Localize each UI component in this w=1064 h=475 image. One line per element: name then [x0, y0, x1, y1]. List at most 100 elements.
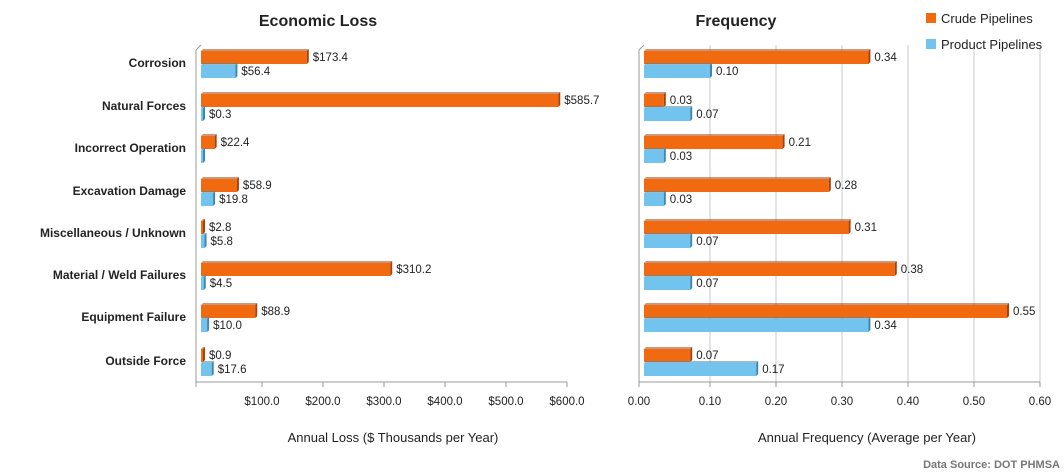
bar-side: [868, 49, 871, 64]
bar-face: [201, 319, 208, 332]
bar-side: [782, 134, 785, 149]
category-label-miscellaneous-unknown: Miscellaneous / Unknown: [40, 226, 186, 240]
x-tick-label: 0.20: [765, 396, 787, 408]
bar-crude-incorrect-operation: [644, 134, 785, 149]
bar-top: [644, 233, 693, 235]
bar-side: [203, 148, 205, 163]
bar-top: [644, 261, 897, 263]
data-label-crude: 0.38: [901, 264, 923, 276]
bar-side: [848, 219, 851, 234]
data-label-crude: 0.31: [855, 222, 877, 234]
bar-top: [644, 191, 666, 193]
x-tick-label: $300.0: [366, 396, 401, 408]
source-note: Data Source: DOT PHMSA: [923, 459, 1060, 471]
bar-top: [201, 134, 217, 136]
bar-face: [644, 305, 1007, 318]
bar-side: [203, 219, 205, 234]
axis-depth-edge: [195, 44, 202, 51]
bar-side: [203, 106, 205, 121]
bar-side: [203, 347, 205, 362]
bar-product-incorrect-operation: [644, 148, 666, 163]
data-label-product: 0.03: [670, 194, 692, 206]
bar-top: [201, 361, 214, 363]
bar-top: [644, 347, 693, 349]
data-label-product: $0.3: [209, 109, 231, 121]
data-label-crude: $173.4: [313, 52, 349, 64]
bar-face: [644, 136, 783, 149]
bar-side: [894, 261, 897, 276]
bar-product-excavation-damage: [201, 191, 216, 206]
category-label-natural-forces: Natural Forces: [102, 99, 186, 113]
data-label-crude: $310.2: [396, 264, 431, 276]
bar-crude-excavation-damage: [644, 177, 831, 192]
bar-top: [644, 317, 871, 319]
bar-crude-natural-forces: [201, 92, 561, 107]
bar-side: [214, 134, 217, 149]
x-tick-label: 0.00: [628, 396, 650, 408]
bar-face: [201, 193, 214, 206]
bar-product-miscellaneous-unknown: [644, 233, 693, 248]
bar-product-corrosion: [644, 63, 712, 78]
x-tick-label: $500.0: [488, 396, 523, 408]
bar-face: [201, 136, 215, 149]
bar-face: [644, 108, 691, 121]
bar-crude-equipment-failure: [201, 303, 258, 318]
bar-face: [644, 221, 849, 234]
bar-crude-corrosion: [644, 49, 871, 64]
data-label-product: $10.0: [213, 320, 242, 332]
bar-top: [201, 219, 205, 221]
x-tick-label: 0.10: [699, 396, 721, 408]
bar-face: [644, 51, 869, 64]
data-label-product: 0.07: [696, 236, 718, 248]
x-tick-label: $100.0: [244, 396, 279, 408]
x-tick-label: $400.0: [427, 396, 462, 408]
bar-top: [201, 275, 206, 277]
bar-side: [203, 275, 206, 290]
bar-top: [644, 177, 831, 179]
bar-face: [201, 263, 391, 276]
bar-side: [236, 177, 239, 192]
chart-title: Economic Loss: [259, 13, 377, 30]
bar-side: [207, 317, 210, 332]
legend-label-product: Product Pipelines: [941, 37, 1043, 52]
bar-side: [663, 92, 666, 107]
bar-crude-material-weld-failures: [201, 261, 393, 276]
economic-loss-chart: Economic Loss $100.0 $200.0 $300.0 $400.0 $50…: [40, 13, 599, 445]
bar-face: [201, 150, 203, 163]
data-label-crude: 0.34: [874, 52, 897, 64]
bar-face: [201, 51, 307, 64]
bar-top: [644, 134, 785, 136]
category-label-outside-force: Outside Force: [105, 354, 186, 368]
bar-top: [201, 303, 258, 305]
bar-product-outside-force: [644, 361, 759, 376]
category-label-incorrect-operation: Incorrect Operation: [75, 141, 186, 155]
bar-product-corrosion: [201, 63, 238, 78]
x-axis-label: Annual Loss ($ Thousands per Year): [288, 430, 499, 445]
data-label-crude: 0.55: [1013, 306, 1035, 318]
x-tick-label: $200.0: [305, 396, 340, 408]
frequency-chart: Frequency 0.00 0.10 0.20 0.30 0.40 0.50 0.60 Ann…: [628, 13, 1051, 445]
bar-face: [201, 235, 205, 248]
data-label-crude: $0.9: [209, 350, 231, 362]
bar-side: [204, 233, 207, 248]
bar-top: [644, 303, 1009, 305]
bar-top: [644, 361, 759, 363]
bar-product-material-weld-failures: [644, 275, 693, 290]
bar-product-equipment-failure: [201, 317, 210, 332]
bar-face: [201, 363, 212, 376]
bar-product-miscellaneous-unknown: [201, 233, 207, 248]
bar-face: [644, 65, 710, 78]
bar-face: [201, 349, 203, 362]
bar-side: [690, 233, 693, 248]
bar-top: [201, 177, 239, 179]
bar-side: [235, 63, 238, 78]
data-label-crude: $2.8: [209, 222, 231, 234]
data-label-product: 0.07: [696, 109, 718, 121]
legend-label-crude: Crude Pipelines: [941, 11, 1033, 26]
bar-side: [710, 63, 712, 78]
bar-crude-natural-forces: [644, 92, 666, 107]
bar-face: [644, 179, 829, 192]
bar-top: [644, 49, 871, 51]
legend-swatch-crude: [926, 13, 936, 23]
bar-face: [644, 193, 664, 206]
